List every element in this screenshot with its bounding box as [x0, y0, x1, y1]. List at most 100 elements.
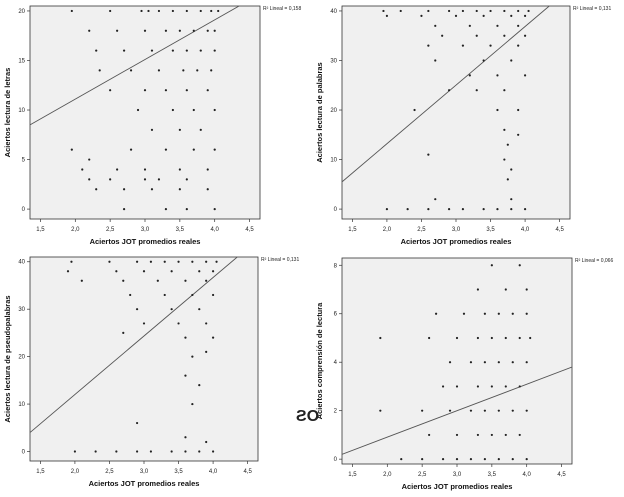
data-point: [140, 9, 143, 13]
x-tick-label: 3,5: [488, 472, 497, 478]
data-point: [211, 450, 215, 453]
data-point: [142, 270, 146, 273]
data-point: [184, 336, 187, 339]
x-axis-label: Aciertos JOT promedios reales: [89, 479, 200, 488]
data-point: [455, 433, 459, 437]
y-axis-label: Aciertos lectura de letras: [3, 68, 12, 158]
data-point: [511, 361, 514, 364]
data-point: [476, 433, 480, 437]
data-point: [213, 49, 216, 52]
data-point: [198, 383, 201, 387]
data-point: [379, 409, 382, 412]
data-point: [525, 409, 528, 412]
data-point: [421, 458, 424, 461]
data-point: [116, 168, 119, 171]
data-point: [88, 158, 91, 161]
data-point: [171, 49, 174, 52]
data-point: [80, 279, 83, 282]
data-point: [206, 89, 209, 92]
data-point: [81, 168, 84, 171]
data-point: [164, 207, 168, 211]
data-point: [428, 336, 431, 340]
data-point: [116, 29, 119, 32]
data-point: [413, 108, 416, 112]
data-point: [447, 89, 451, 92]
data-point: [122, 331, 125, 335]
data-point: [206, 29, 209, 32]
x-tick-label: 3,0: [140, 469, 149, 475]
data-point: [420, 14, 423, 18]
y-tick-label: 0: [334, 457, 338, 463]
data-point: [482, 207, 485, 211]
data-point: [483, 409, 486, 412]
data-point: [164, 89, 168, 92]
data-point: [461, 44, 465, 47]
y-tick-label: 10: [330, 158, 337, 164]
x-tick-label: 1,5: [348, 227, 357, 233]
data-point: [454, 14, 458, 18]
x-tick-label: 3,5: [176, 227, 185, 233]
data-point: [205, 260, 208, 263]
data-point: [199, 128, 202, 131]
data-point: [468, 74, 471, 77]
data-point: [506, 143, 509, 146]
data-point: [434, 312, 438, 315]
data-point: [504, 336, 507, 340]
data-point: [503, 128, 506, 131]
plot-area: [29, 256, 259, 462]
data-point: [461, 9, 465, 13]
data-point: [66, 270, 70, 273]
x-tick-label: 2,0: [383, 227, 392, 233]
data-point: [115, 270, 118, 273]
data-point: [523, 34, 527, 37]
data-point: [149, 260, 153, 263]
fit-line: [30, 6, 240, 126]
y-axis-label: Aciertos lectura de pseudopalabras: [3, 295, 12, 422]
fit-group: [342, 6, 550, 183]
data-point: [184, 436, 187, 439]
y-tick-label: 40: [18, 260, 25, 266]
data-point: [441, 34, 444, 37]
data-point: [497, 409, 500, 412]
y-tick-label: 0: [22, 450, 26, 456]
data-point: [136, 108, 140, 112]
data-point: [150, 49, 154, 52]
data-point: [109, 178, 112, 181]
data-point: [510, 207, 513, 211]
x-tick-label: 2,5: [105, 469, 114, 475]
fit-line: [342, 6, 550, 183]
data-point: [73, 450, 77, 453]
x-tick-label: 4,5: [557, 472, 566, 478]
y-tick-label: 5: [22, 158, 26, 164]
data-point: [462, 312, 466, 315]
data-point: [185, 9, 188, 13]
data-point: [211, 336, 215, 339]
data-point: [434, 198, 437, 201]
data-point: [497, 458, 500, 461]
data-point: [122, 279, 125, 282]
data-point: [217, 9, 220, 13]
plot-area: [29, 5, 261, 220]
data-point: [199, 49, 202, 52]
data-point: [129, 293, 132, 297]
data-point: [205, 279, 208, 282]
data-point: [490, 433, 493, 437]
data-point: [143, 178, 147, 181]
data-point: [400, 458, 403, 461]
data-point: [150, 188, 154, 191]
chart-pseudopalabras: 1,5 2,0 2,5 3,0 3,5 4,0 4,5 0 10 20 30 40 Aciertos J…: [0, 246, 312, 492]
y-tick-label: 4: [334, 360, 338, 366]
data-point: [482, 14, 485, 18]
data-point: [164, 29, 168, 32]
data-point: [164, 148, 168, 151]
data-point: [184, 450, 187, 453]
data-point: [147, 9, 150, 13]
data-point: [518, 264, 521, 267]
data-point: [135, 450, 139, 453]
data-point: [122, 207, 126, 211]
data-point: [448, 361, 452, 364]
data-point: [455, 385, 459, 388]
data-point: [523, 74, 527, 77]
data-point: [475, 9, 478, 13]
y-tick-label: 2: [334, 409, 338, 415]
